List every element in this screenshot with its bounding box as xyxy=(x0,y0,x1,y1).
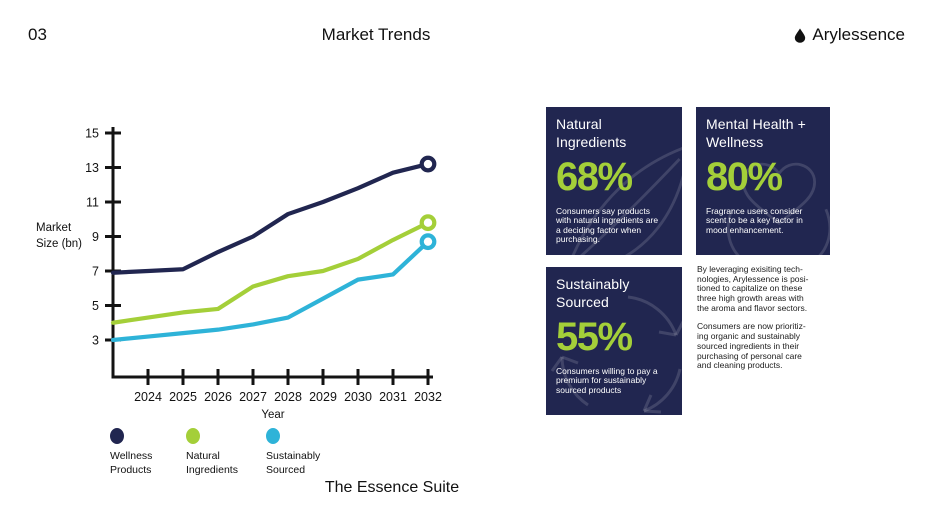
stat-card-natural-ingredients: Natural Ingredients 68% Consumers say pr… xyxy=(546,107,682,255)
x-tick-label: 2024 xyxy=(134,390,162,404)
leaf-icon xyxy=(571,147,682,255)
legend-label: Wellness Products xyxy=(110,450,153,476)
x-axis-label: Year xyxy=(261,409,284,421)
y-tick-label: 5 xyxy=(92,299,99,313)
footer-title: The Essence Suite xyxy=(324,479,460,496)
y-tick-label: 7 xyxy=(92,265,99,279)
end-marker-natural-ingredients xyxy=(419,214,437,232)
page-title: Market Trends xyxy=(321,25,431,44)
x-tick-label: 2026 xyxy=(204,390,232,404)
brand-name: Arylessence xyxy=(812,25,905,44)
legend-dot-wellness xyxy=(110,428,124,444)
brand-lockup: Arylessence xyxy=(794,25,905,45)
card-body-text: Consumers say products with natural ingr… xyxy=(556,205,659,245)
card-stat-value: 68% xyxy=(556,154,633,199)
chart-line-sustainably-sourced xyxy=(110,239,431,343)
chart-line-natural-ingredients xyxy=(110,220,431,325)
insight-text-block: By leveraging exisiting tech- nologies, … xyxy=(697,264,847,380)
legend-label: Natural Ingredients xyxy=(186,450,238,476)
end-marker-wellness-products xyxy=(419,155,437,173)
insight-paragraph: Consumers are now prioritiz- ing organic… xyxy=(697,321,806,371)
legend-item-sustainably-sourced: Sustainably Sourced xyxy=(266,428,320,478)
market-size-line-chart: 3 5 7 9 11 13 15 2024 2025 2026 2027 2028 2029 2030 20… xyxy=(85,127,442,422)
droplet-icon xyxy=(794,28,806,43)
legend-dot-sustainable xyxy=(266,428,280,444)
card-stat-value: 55% xyxy=(556,314,633,359)
y-tick-label: 13 xyxy=(85,161,99,175)
legend-item-natural-ingredients: Natural Ingredients xyxy=(186,428,238,478)
y-tick-label: 9 xyxy=(92,230,99,244)
legend-item-wellness-products: Wellness Products xyxy=(110,428,152,478)
y-tick-label: 11 xyxy=(86,196,99,210)
card-title: Sustainably Sourced xyxy=(556,276,630,310)
hands-heart-icon xyxy=(726,162,830,255)
stat-card-sustainably-sourced: Sustainably Sourced 55% Consumers willin… xyxy=(546,267,682,415)
chart-line-wellness-products xyxy=(110,161,431,275)
y-tick-label: 15 xyxy=(85,127,99,141)
y-axis-label: Market Size (bn) xyxy=(36,222,83,251)
x-tick-label: 2025 xyxy=(169,390,197,404)
card-stat-value: 80% xyxy=(706,154,783,199)
legend-label: Sustainably Sourced xyxy=(266,450,321,476)
end-marker-sustainably-sourced xyxy=(419,233,437,251)
recycle-icon xyxy=(550,295,682,414)
page-number: 03 xyxy=(28,25,47,44)
legend-dot-natural xyxy=(186,428,200,444)
x-tick-label: 2028 xyxy=(274,390,302,404)
y-tick-label: 3 xyxy=(92,334,99,348)
card-title: Natural Ingredients xyxy=(556,116,627,150)
x-tick-label: 2030 xyxy=(344,390,372,404)
insight-paragraph: By leveraging exisiting tech- nologies, … xyxy=(697,264,809,313)
stat-card-mental-health-wellness: Mental Health + Wellness 80% Fragrance u… xyxy=(696,107,830,255)
x-tick-label: 2029 xyxy=(309,390,337,404)
x-tick-label: 2031 xyxy=(379,390,407,404)
card-body-text: Fragrance users consider scent to be a k… xyxy=(706,205,803,235)
card-title: Mental Health + Wellness xyxy=(706,116,806,150)
card-body-text: Consumers willing to pay a premium for s… xyxy=(556,365,658,395)
x-tick-label: 2032 xyxy=(414,390,442,404)
x-tick-label: 2027 xyxy=(239,390,267,404)
